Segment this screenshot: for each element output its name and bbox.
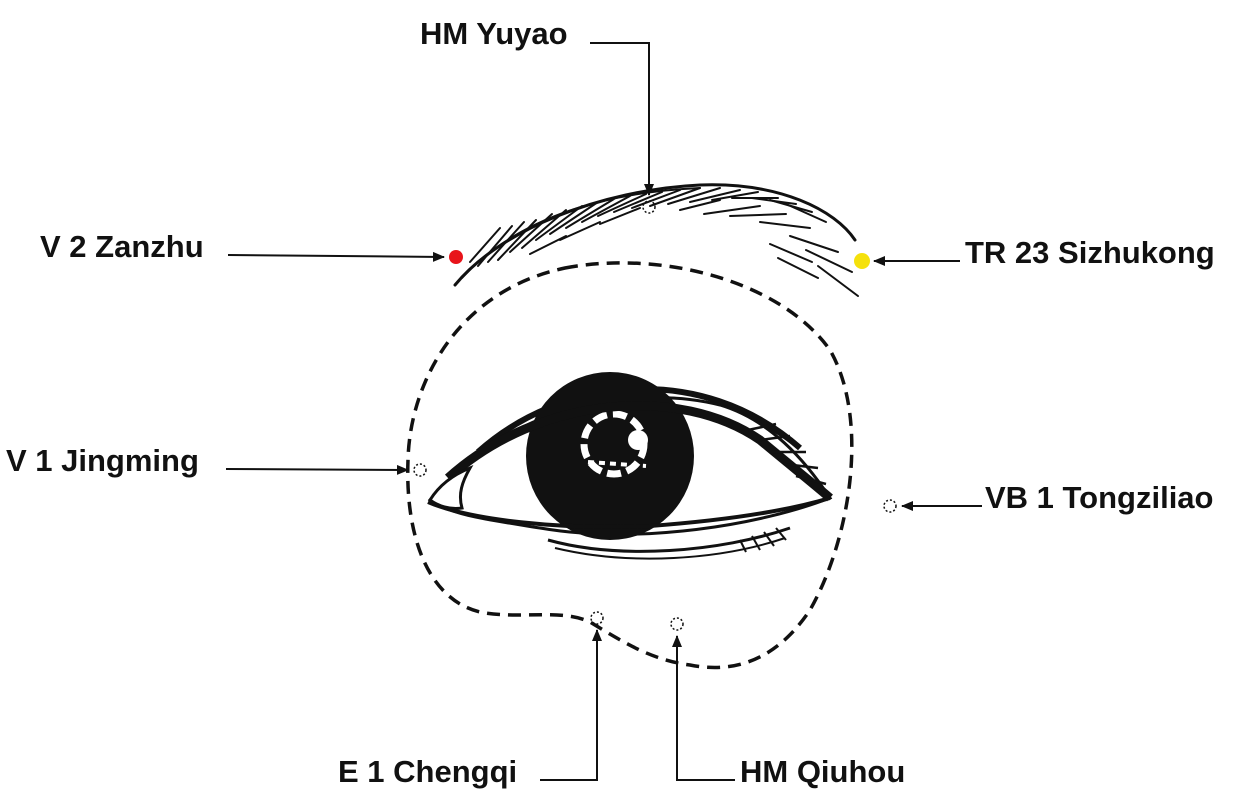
label-hm-yuyao: HM Yuyao: [420, 16, 568, 51]
point-yuyao: [642, 200, 656, 214]
point-zanzhu: [449, 250, 463, 264]
leader-yuyao: [590, 42, 654, 196]
label-v2-zanzhu: V 2 Zanzhu: [40, 229, 204, 264]
label-tr23-sizhukong: TR 23 Sizhukong: [965, 235, 1215, 270]
leader-jingming: [225, 464, 409, 475]
label-e1-chengqi: E 1 Chengqi: [338, 754, 517, 789]
labels: HM Yuyao V 2 Zanzhu TR 23 Sizhukong V 1 …: [6, 16, 1215, 789]
point-jingming: [413, 463, 427, 477]
label-v1-jingming: V 1 Jingming: [6, 443, 199, 478]
eye: [427, 372, 833, 560]
label-vb1-tongziliao: VB 1 Tongziliao: [985, 480, 1214, 515]
acupoint-markers: [413, 200, 897, 631]
leader-chengqi: [540, 629, 602, 781]
point-chengqi: [590, 611, 604, 625]
leader-zanzhu: [227, 251, 445, 262]
eyebrow: [453, 183, 859, 297]
point-tongziliao: [883, 499, 897, 513]
leader-qiuhou: [672, 635, 735, 781]
iris: [526, 372, 694, 540]
leader-lines: [225, 42, 982, 781]
label-hm-qiuhou: HM Qiuhou: [740, 754, 905, 789]
orbit-dashed-outline: [406, 261, 854, 670]
point-qiuhou: [670, 617, 684, 631]
point-sizhukong: [854, 253, 870, 269]
